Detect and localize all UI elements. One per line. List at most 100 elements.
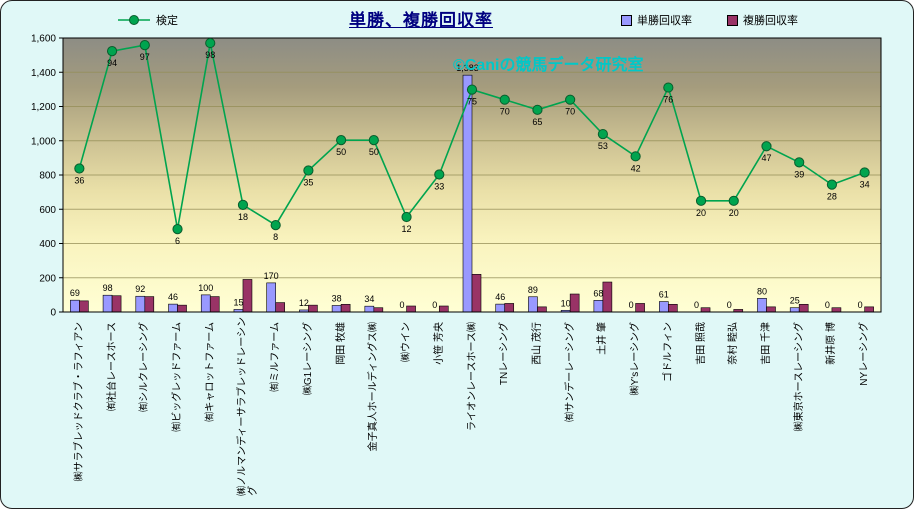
y-axis-tick-label: 1,000: [31, 136, 56, 147]
place-bar: [831, 307, 842, 313]
kentei-point: [565, 94, 576, 105]
win-bar: [102, 294, 113, 313]
place-bar: [602, 281, 613, 313]
win-bar-label: 0: [727, 300, 732, 310]
kentei-point-label: 6: [175, 236, 180, 246]
win-bar-label: 34: [364, 294, 374, 304]
win-bar: [331, 305, 342, 313]
y-axis-tick-label: 1,600: [31, 34, 56, 45]
kentei-point-label: 76: [663, 95, 673, 105]
win-bar-label: 0: [825, 300, 830, 310]
win-bar-label: 100: [198, 283, 213, 293]
place-bar: [569, 293, 580, 313]
place-bar: [308, 304, 318, 313]
win-bar: [200, 294, 211, 313]
legend-place: 複勝回収率: [727, 12, 798, 28]
place-bar: [864, 306, 874, 313]
place-bar: [700, 307, 711, 313]
win-bar-label: 38: [332, 293, 342, 303]
y-axis-tick-label: 400: [39, 239, 56, 250]
place-bar: [668, 303, 678, 313]
watermark: ©Caniの競馬データ研究室: [453, 57, 644, 74]
win-bar-label: 46: [495, 292, 505, 302]
kentei-point: [139, 39, 150, 51]
win-series-swatch-icon: [621, 14, 632, 26]
kentei-point: [859, 167, 870, 178]
win-bar: [789, 307, 800, 313]
win-bar: [495, 303, 506, 313]
kentei-point-label: 98: [205, 50, 215, 60]
win-bar-label: 98: [103, 283, 113, 293]
kentei-point: [761, 141, 772, 152]
win-bar-label: 89: [528, 285, 538, 295]
kentei-point: [728, 195, 739, 206]
win-bar: [593, 300, 604, 313]
y-axis-tick-label: 600: [39, 205, 56, 216]
kentei-point-label: 94: [107, 58, 117, 68]
kentei-point-label: 39: [794, 169, 804, 179]
y-axis-tick-label: 800: [39, 171, 56, 182]
win-bar-label: 92: [135, 284, 145, 294]
kentei-point-label: 50: [369, 147, 379, 157]
legend-place-label: 複勝回収率: [743, 15, 798, 27]
kentei-point-label: 47: [761, 153, 771, 163]
kentei-point-label: 50: [336, 147, 346, 157]
place-series-swatch-icon: [727, 14, 738, 26]
place-bar: [144, 296, 155, 313]
kentei-point-label: 53: [598, 141, 608, 151]
place-bar: [406, 305, 416, 313]
kentei-point-label: 20: [696, 208, 706, 218]
kentei-point-label: 35: [303, 177, 313, 187]
kentei-point: [401, 211, 412, 223]
win-bar-label: 0: [694, 300, 699, 310]
win-bar-label: 0: [629, 300, 634, 310]
kentei-point: [205, 37, 216, 49]
kentei-point: [74, 163, 85, 174]
win-bar: [70, 299, 80, 313]
win-bar: [135, 295, 146, 313]
kentei-point-label: 36: [74, 175, 84, 185]
win-bar: [364, 305, 375, 313]
kentei-point-label: 97: [140, 52, 150, 62]
kentei-point: [532, 104, 543, 115]
win-bar-label: 0: [400, 300, 405, 310]
place-bar: [438, 305, 449, 313]
chart-title: 単勝、複勝回収率: [349, 11, 493, 30]
kentei-point-label: 42: [631, 163, 641, 173]
place-bar: [373, 307, 384, 313]
place-bar: [79, 300, 89, 313]
win-bar-label: 61: [659, 290, 669, 300]
kentei-point: [336, 135, 347, 146]
kentei-point: [466, 84, 478, 95]
legend-kentei: 検定: [117, 12, 178, 28]
kentei-point: [826, 179, 838, 190]
kentei-point: [237, 199, 249, 210]
place-bar: [275, 302, 285, 313]
kentei-point: [434, 169, 445, 180]
kentei-point: [630, 151, 641, 162]
win-bar-label: 0: [432, 300, 437, 310]
place-bar: [209, 296, 220, 313]
kentei-point-label: 18: [238, 212, 248, 222]
place-bar: [471, 274, 482, 313]
win-bar-label: 0: [858, 300, 863, 310]
place-bar: [177, 304, 187, 313]
kentei-point: [695, 195, 707, 206]
place-bar: [111, 295, 122, 313]
place-bar: [537, 306, 547, 313]
y-axis-tick-label: 1,200: [31, 102, 56, 113]
win-bar-label: 170: [264, 271, 279, 281]
kentei-point: [270, 219, 281, 231]
kentei-point-label: 8: [273, 232, 278, 242]
place-bar: [340, 303, 351, 313]
place-bar: [766, 306, 776, 313]
win-bar-label: 69: [70, 288, 80, 298]
kentei-point-label: 70: [565, 107, 575, 117]
win-bar-label: 12: [299, 298, 309, 308]
kentei-point: [794, 157, 805, 168]
win-bar-label: 15: [233, 297, 243, 307]
place-bar: [798, 303, 809, 313]
